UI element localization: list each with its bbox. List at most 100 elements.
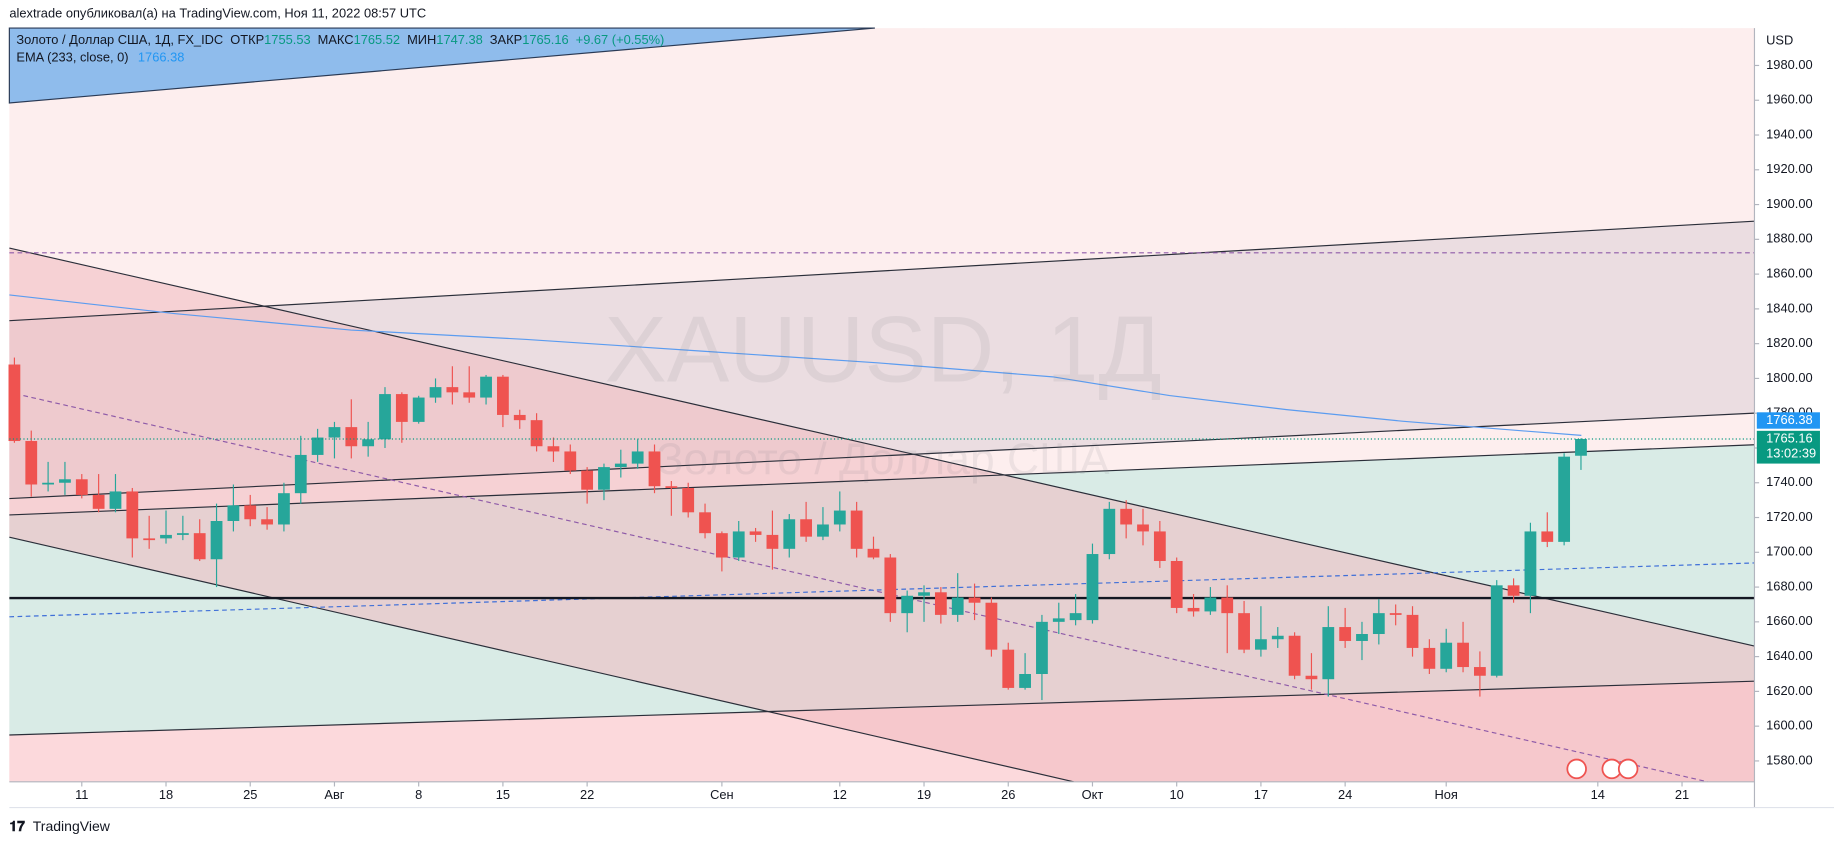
candle-body [951, 597, 964, 615]
candle-body [1305, 675, 1318, 680]
x-tick-label: 11 [75, 787, 88, 802]
candle-body [59, 479, 71, 483]
header-text: alextrade опубликовал(а) на TradingView.… [9, 5, 426, 20]
candle-body [665, 486, 678, 488]
candle-body [244, 505, 257, 520]
candle-body [143, 538, 156, 541]
candle-body [1541, 531, 1554, 542]
candle-body [968, 597, 981, 603]
x-tick-label: 24 [1338, 787, 1352, 802]
candle-body [1524, 531, 1537, 596]
candle-body [379, 394, 391, 440]
candle-body [193, 533, 206, 560]
trend-line [9, 220, 1755, 322]
candle-body [497, 376, 509, 415]
candle-body [783, 519, 796, 549]
legend-close-label: ЗАКР [490, 32, 522, 47]
ema-line [9, 294, 1582, 436]
y-tick-label: 1620.00 [1766, 683, 1812, 698]
ema-price-label: 1766.38 [1766, 412, 1812, 427]
candle-body [1170, 560, 1183, 608]
candle-body [867, 548, 880, 558]
candle-body [1440, 642, 1453, 669]
candle-body [513, 414, 526, 421]
x-tick-label: Ноя [1435, 787, 1458, 802]
y-tick-label: 1840.00 [1766, 300, 1812, 315]
x-tick-label: Сен [710, 787, 734, 802]
candle-body [1474, 667, 1486, 676]
blue-zone [8, 27, 875, 104]
ema-price-tag [1756, 412, 1820, 429]
legend: Золото / Доллар США, 1Д, FX_IDC ОТКР1755.… [16, 32, 664, 65]
x-tick-label: 12 [833, 787, 847, 802]
candle-body [463, 392, 476, 398]
y-tick-label: 1640.00 [1766, 648, 1812, 663]
candle-body [1389, 613, 1402, 615]
candle-body [345, 427, 358, 447]
candle-body [8, 364, 21, 442]
y-tick-label: 1980.00 [1766, 57, 1812, 72]
last-price-tag [1756, 430, 1820, 464]
candle-body [1153, 531, 1166, 561]
drawings [8, 27, 1755, 783]
x-tick-label: 19 [917, 787, 931, 802]
x-tick-label: 14 [1591, 787, 1605, 802]
y-tick-label: 1680.00 [1766, 578, 1812, 593]
candle-body [1069, 613, 1082, 621]
candle-body [1288, 635, 1301, 676]
legend-open-label: ОТКР [230, 32, 264, 47]
candle-body [1423, 647, 1436, 669]
candle-body [766, 534, 779, 549]
legend-change: +9.67 (+0.55%) [576, 32, 665, 47]
time-axis [9, 781, 1834, 808]
trend-line [9, 536, 1074, 783]
legend-row: EMA (233, close, 0) 1766.38 [16, 50, 184, 65]
candle-body [901, 595, 914, 614]
currency-label: USD [1766, 32, 1793, 47]
legend-symbol: Золото / Доллар США, 1Д, FX_IDC [16, 32, 223, 47]
candle-body [631, 451, 644, 464]
candle-body [1490, 585, 1503, 676]
watermark-symbol: XAUUSD, 1Д [604, 297, 1161, 402]
candle-body [1238, 613, 1250, 650]
candle-body [446, 387, 459, 393]
candle-body [25, 441, 38, 485]
candle-body [1322, 627, 1335, 680]
candle-body [42, 482, 54, 485]
candle-body [598, 467, 610, 490]
candle-body [1271, 635, 1284, 640]
candle-body [817, 524, 829, 537]
legend-low-label: МИН [407, 32, 436, 47]
candle-body [412, 397, 425, 422]
candle-body [547, 446, 560, 452]
event-flag[interactable] [1617, 758, 1639, 780]
candle-body [328, 427, 341, 438]
candle-body [884, 557, 897, 614]
candle-body [1507, 585, 1520, 596]
candle-body [176, 533, 189, 535]
dashed-median [9, 562, 1755, 618]
watermark: XAUUSD, 1Д Золото / Доллар США [604, 297, 1161, 484]
candle-body [1019, 674, 1031, 688]
x-tick-label: 18 [159, 787, 173, 802]
candle-body [1457, 642, 1469, 668]
trend-line [9, 247, 1755, 647]
y-tick-label: 1940.00 [1766, 126, 1812, 141]
candle-body [715, 533, 728, 558]
candle-body [1103, 508, 1116, 555]
candle-body [311, 437, 324, 455]
candle-body [278, 493, 290, 525]
x-tick-label: 8 [415, 787, 422, 802]
candle-body [581, 470, 594, 490]
event-flag[interactable] [1566, 758, 1587, 780]
candle-body [1204, 597, 1217, 612]
trend-line [9, 680, 1755, 736]
candle-body [699, 512, 711, 534]
candle-body [1052, 618, 1065, 622]
candle-body [800, 519, 813, 537]
countdown-label: 13:02:39 [1766, 446, 1816, 461]
y-tick-label: 1900.00 [1766, 196, 1812, 211]
candle-body [1036, 621, 1048, 675]
y-tick-label: 1660.00 [1766, 613, 1812, 628]
footer-logo: 𝟏𝟕 [9, 818, 25, 834]
